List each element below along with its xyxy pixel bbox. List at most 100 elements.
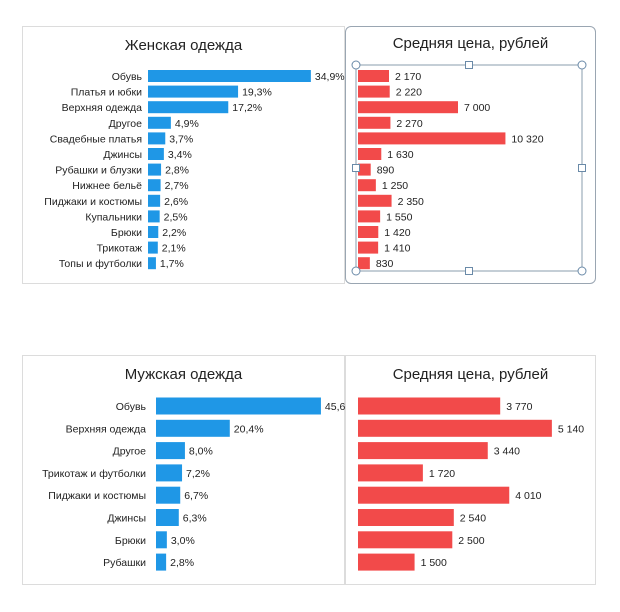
- women-price-bar: [358, 70, 389, 82]
- women-price-value-label: 2 170: [395, 71, 421, 83]
- women-category-label: Брюки: [111, 227, 142, 239]
- women-value-label: 2,2%: [162, 227, 186, 239]
- women-category-label: Другое: [109, 118, 143, 130]
- men-price-bar: [358, 531, 453, 549]
- women-bar: [148, 241, 158, 254]
- men-bar: [156, 509, 179, 526]
- men-category-label: Джинсы: [107, 513, 146, 525]
- women-price-value-label: 1 420: [384, 227, 410, 239]
- men-price-chart[interactable]: Средняя цена, рублей 3 770 5 140 3 440 1 72…: [345, 355, 596, 585]
- women-bar: [148, 179, 161, 192]
- men-value-label: 7,2%: [186, 468, 210, 480]
- men-value-label: 6,3%: [183, 513, 207, 525]
- men-bar: [156, 486, 181, 504]
- resize-handle-side: [578, 164, 586, 172]
- women-price-bar: [358, 148, 382, 160]
- women-price-bar: [358, 241, 379, 254]
- women-value-label: 2,8%: [165, 165, 189, 177]
- men-price-value-label: 3 440: [494, 446, 520, 458]
- women-bar: [148, 101, 229, 114]
- men-chart-title: Мужская одежда: [124, 366, 243, 383]
- men-price-value-label: 4 010: [515, 490, 541, 502]
- men-value-label: 20,4%: [234, 423, 264, 435]
- men-bar: [156, 464, 183, 482]
- women-category-label: Купальники: [85, 211, 142, 223]
- women-value-label: 17,2%: [232, 102, 262, 114]
- women-clothing-chart[interactable]: Женская одежда Обувь 34,9% Платья и юбки 19…: [22, 26, 345, 284]
- resize-handle-side: [465, 267, 473, 275]
- women-value-label: 2,5%: [164, 211, 188, 223]
- women-value-label: 2,1%: [162, 243, 186, 255]
- resize-handle-corner: [351, 60, 361, 70]
- men-value-label: 8,0%: [189, 446, 213, 458]
- men-value-label: 45,6%: [325, 401, 346, 413]
- women-price-bar: [358, 163, 371, 176]
- men-category-label: Трикотаж и футболки: [42, 468, 146, 480]
- men-bar: [156, 397, 321, 415]
- women-value-label: 34,9%: [315, 71, 345, 83]
- women-price-bar: [358, 101, 458, 114]
- men-price-title: Средняя цена, рублей: [392, 366, 549, 383]
- women-category-label: Джинсы: [103, 149, 142, 161]
- men-price-value-label: 2 540: [460, 513, 486, 525]
- women-bar: [148, 116, 171, 129]
- men-chart-plot: Обувь 45,6% Верхняя одежда 20,4% Другое 8,0% Т…: [42, 397, 346, 571]
- men-category-label: Другое: [113, 446, 147, 458]
- women-price-value-label: 890: [377, 165, 395, 177]
- women-price-value-label: 1 250: [382, 180, 408, 192]
- women-value-label: 3,4%: [168, 149, 192, 161]
- men-price-bar: [358, 553, 415, 571]
- men-price-value-label: 5 140: [558, 423, 584, 435]
- women-price-bar: [358, 257, 370, 270]
- men-price-bar: [358, 397, 501, 415]
- women-category-label: Нижнее бельё: [72, 180, 142, 192]
- women-price-bar: [358, 85, 390, 98]
- resize-handle-corner: [351, 266, 361, 276]
- women-bar: [148, 70, 311, 82]
- men-price-value-label: 3 770: [506, 401, 532, 413]
- men-bar: [156, 419, 230, 437]
- men-clothing-chart[interactable]: Мужская одежда Обувь 45,6% Верхняя одежда 2…: [22, 355, 346, 585]
- men-value-label: 2,8%: [170, 557, 194, 569]
- women-price-value-label: 7 000: [464, 102, 490, 114]
- women-bar: [148, 148, 164, 160]
- women-price-title: Средняя цена, рублей: [392, 35, 549, 52]
- women-price-bar: [358, 132, 506, 145]
- women-category-label: Платья и юбки: [71, 87, 142, 99]
- resize-handle-corner: [577, 266, 587, 276]
- women-price-chart[interactable]: Средняя цена, рублей 2 170 2 220 7 000 2 27…: [345, 26, 596, 284]
- men-category-label: Верхняя одежда: [66, 423, 147, 435]
- women-price-bar: [358, 179, 376, 192]
- women-chart-title: Женская одежда: [124, 37, 243, 54]
- women-price-value-label: 2 270: [396, 118, 422, 130]
- men-price-value-label: 1 500: [421, 557, 447, 569]
- men-price-value-label: 2 500: [458, 535, 484, 547]
- women-value-label: 2,6%: [164, 196, 188, 208]
- women-category-label: Трикотаж: [97, 243, 142, 255]
- women-price-value-label: 830: [376, 258, 394, 270]
- men-value-label: 3,0%: [171, 535, 195, 547]
- women-price-value-label: 1 630: [387, 149, 413, 161]
- women-price-bar: [358, 226, 379, 238]
- women-bar: [148, 257, 156, 270]
- men-price-bar: [358, 486, 510, 504]
- men-category-label: Брюки: [115, 535, 146, 547]
- resize-handle-corner: [577, 60, 587, 70]
- women-category-label: Обувь: [112, 71, 143, 83]
- women-price-bar: [358, 194, 392, 207]
- women-value-label: 2,7%: [165, 180, 189, 192]
- resize-handle-side: [465, 61, 473, 69]
- men-price-value-label: 1 720: [429, 468, 455, 480]
- men-bar: [156, 531, 167, 549]
- women-price-value-label: 2 350: [398, 196, 424, 208]
- women-category-label: Свадебные платья: [50, 133, 142, 145]
- women-category-label: Топы и футболки: [59, 258, 142, 270]
- women-bar: [148, 85, 239, 98]
- men-bar: [156, 442, 185, 460]
- men-price-plot: 3 770 5 140 3 440 1 720 4 010 2 540 2 500 1 500: [358, 397, 584, 571]
- women-category-label: Пиджаки и костюмы: [44, 196, 142, 208]
- women-chart-plot: Обувь 34,9% Платья и юбки 19,3% Верхняя одеж…: [44, 70, 345, 270]
- women-price-value-label: 10 320: [511, 133, 543, 145]
- women-value-label: 1,7%: [160, 258, 184, 270]
- women-bar: [148, 163, 162, 176]
